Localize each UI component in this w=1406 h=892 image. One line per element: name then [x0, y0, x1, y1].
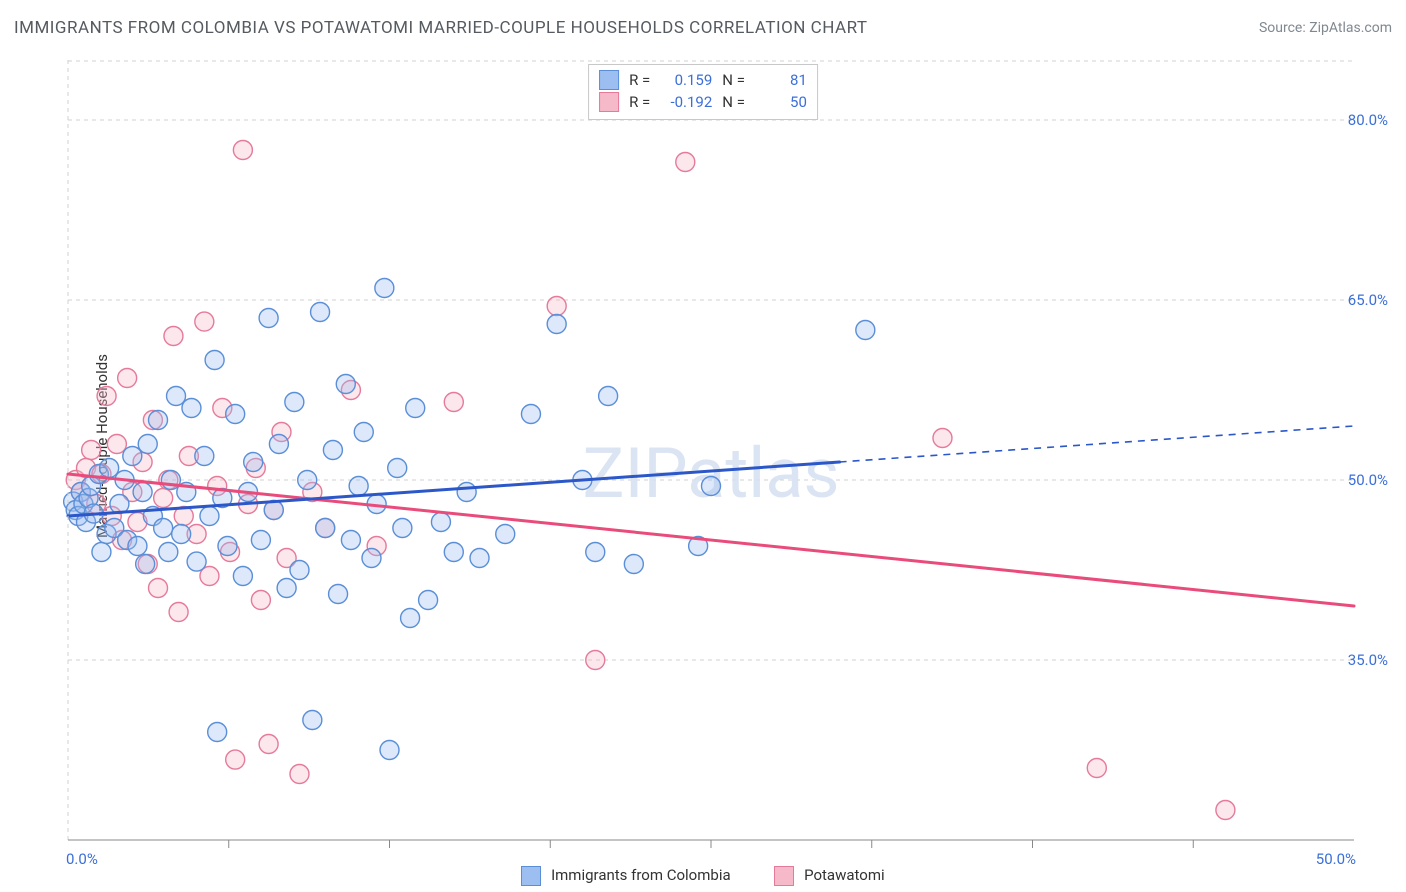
stats-r-label: R =	[629, 91, 650, 113]
legend-label: Immigrants from Colombia	[551, 866, 731, 884]
svg-text:50.0%: 50.0%	[1348, 471, 1388, 489]
chart-header: IMMIGRANTS FROM COLOMBIA VS POTAWATOMI M…	[14, 18, 1392, 38]
stats-n-label: N =	[722, 91, 745, 113]
legend-item: Potawatomi	[774, 866, 884, 886]
stats-n-value: 50	[755, 91, 807, 113]
stats-n-label: N =	[722, 69, 745, 91]
svg-text:ZIPatlas: ZIPatlas	[583, 433, 840, 515]
stats-swatch	[599, 70, 619, 90]
chart-source: Source: ZipAtlas.com	[1259, 20, 1392, 36]
stats-r-label: R =	[629, 69, 650, 91]
stats-row: R = -0.192 N = 50	[599, 91, 807, 113]
stats-r-value: -0.192	[660, 91, 712, 113]
legend-bottom: Immigrants from Colombia Potawatomi	[0, 866, 1406, 886]
legend-swatch	[774, 866, 794, 886]
stats-legend-box: R = 0.159 N = 81 R = -0.192 N = 50	[588, 64, 818, 120]
legend-item: Immigrants from Colombia	[521, 866, 730, 886]
chart-container: ZIPatlas0.0%50.0%35.0%50.0%65.0%80.0%	[50, 60, 1390, 840]
chart-title: IMMIGRANTS FROM COLOMBIA VS POTAWATOMI M…	[14, 18, 868, 38]
stats-row: R = 0.159 N = 81	[599, 69, 807, 91]
svg-text:65.0%: 65.0%	[1348, 291, 1388, 309]
scatter-chart: ZIPatlas0.0%50.0%35.0%50.0%65.0%80.0%	[50, 60, 1390, 870]
stats-n-value: 81	[755, 69, 807, 91]
legend-label: Potawatomi	[804, 866, 885, 884]
stats-swatch	[599, 92, 619, 112]
legend-swatch	[521, 866, 541, 886]
svg-text:80.0%: 80.0%	[1348, 111, 1388, 129]
svg-text:35.0%: 35.0%	[1348, 651, 1388, 669]
stats-r-value: 0.159	[660, 69, 712, 91]
